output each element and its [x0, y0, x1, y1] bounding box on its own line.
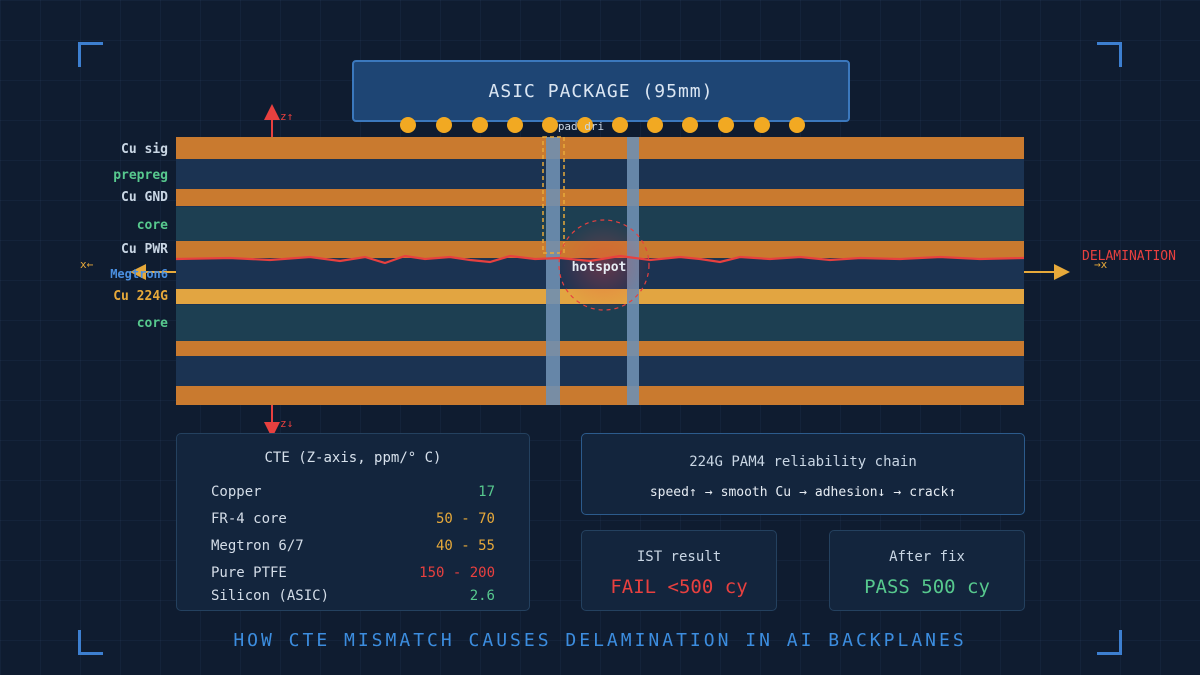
layer-label-prepreg: prepreg [113, 168, 168, 183]
cte-value: 50 - 70 [435, 511, 495, 527]
chain-arrow: → [704, 485, 713, 500]
ist-title: IST result [636, 549, 722, 565]
cte-panel: CTE (Z-axis, ppm/° C) Copper 17 FR-4 cor… [176, 433, 530, 611]
layer-label-cu-pwr: Cu PWR [121, 242, 168, 257]
cte-row: FR-4 core 50 - 70 [211, 511, 495, 527]
chain-title: 224G PAM4 reliability chain [689, 454, 917, 470]
layer-label-cu-224g: Cu 224G [113, 289, 168, 304]
cte-value: 17 [478, 484, 495, 500]
layer-label-core: core [136, 218, 168, 233]
chain-step-adhesion: adhesion↓ [814, 485, 886, 500]
asic-package: ASIC PACKAGE (95mm) [352, 60, 850, 122]
asic-package-label: ASIC PACKAGE (95mm) [488, 80, 714, 102]
cte-value: 40 - 55 [435, 538, 495, 554]
ist-result-panel: IST result FAIL <500 cy [581, 530, 777, 611]
cte-material: Pure PTFE [211, 565, 287, 581]
cte-row: Silicon (ASIC) 2.6 [211, 588, 495, 604]
chain-arrow: → [799, 485, 807, 500]
chain-step-crack: crack↑ [909, 485, 957, 500]
chain-arrow: → [893, 485, 902, 500]
layer-label-cu-sig: Cu sig [121, 142, 168, 157]
after-fix-panel: After fix PASS 500 cy [829, 530, 1025, 611]
cte-row: Copper 17 [211, 484, 495, 500]
cte-row: Pure PTFE 150 - 200 [211, 565, 495, 581]
cte-material: FR-4 core [211, 511, 287, 527]
reliability-chain-panel: 224G PAM4 reliability chain speed↑ → smo… [581, 433, 1025, 515]
ist-value: FAIL <500 cy [610, 576, 748, 598]
fix-value: PASS 500 cy [864, 576, 990, 598]
frame-corner-top-left [78, 42, 103, 67]
fix-title: After fix [889, 549, 965, 565]
layer-label-core-lower: core [136, 316, 168, 331]
cte-material: Copper [211, 484, 262, 500]
frame-corner-bottom-left [78, 630, 103, 655]
cte-material: Silicon (ASIC) [211, 588, 330, 604]
layer-label-megtron: Megtron6 [110, 267, 168, 281]
cte-material: Megtron 6/7 [211, 538, 304, 554]
footer-title: HOW CTE MISMATCH CAUSES DELAMINATION IN … [233, 630, 967, 651]
cte-value: 2.6 [469, 588, 495, 604]
chain-step-smooth-cu: smooth Cu [720, 485, 792, 500]
cte-title: CTE (Z-axis, ppm/° C) [264, 450, 442, 466]
frame-corner-top-right [1097, 42, 1122, 67]
chain-step-speed: speed↑ [649, 485, 697, 500]
frame-corner-bottom-right [1097, 630, 1122, 655]
cte-value: 150 - 200 [419, 565, 495, 581]
chain-steps: speed↑ → smooth Cu → adhesion↓ → crack↑ [582, 485, 1024, 500]
cte-row: Megtron 6/7 40 - 55 [211, 538, 495, 554]
layer-label-cu-gnd: Cu GND [121, 190, 168, 205]
